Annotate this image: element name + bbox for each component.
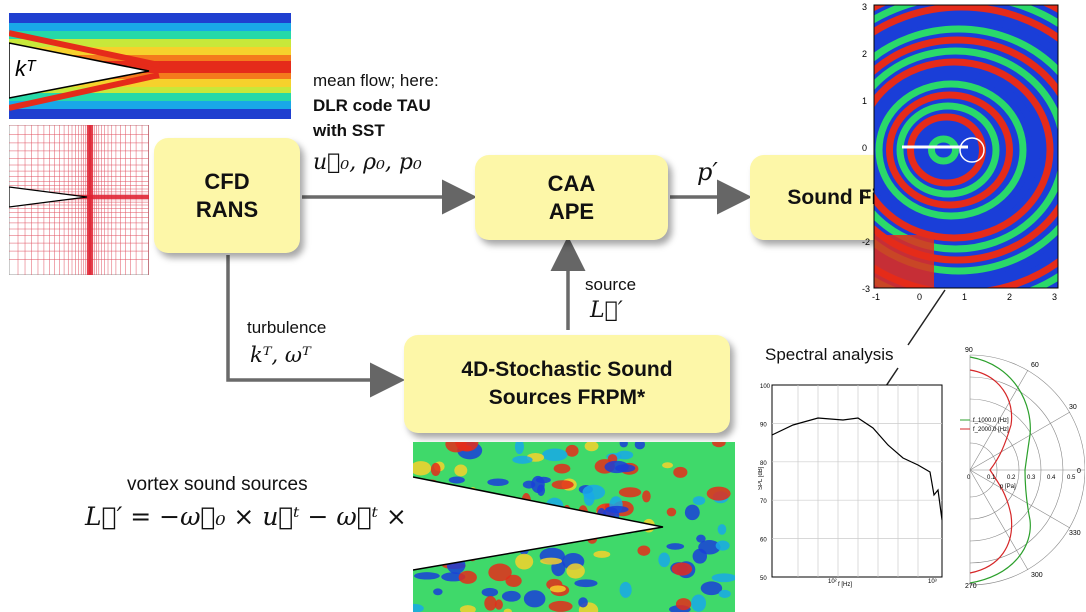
cfd-label: CFD <box>204 168 250 194</box>
polar-angle-label: 270 <box>965 583 977 590</box>
p-prime-label: p′ <box>697 158 718 186</box>
polar-angle-label: 90 <box>965 347 973 354</box>
field-x-tick: 3 <box>1052 292 1057 302</box>
rans-label: RANS <box>195 196 259 222</box>
spl-y-tick: 70 <box>760 499 767 505</box>
mean-flow-line1: mean flow; here: <box>313 71 439 90</box>
polar-angle-label: 300 <box>1031 572 1043 579</box>
caa-ape-box: CAA APE <box>475 155 668 240</box>
polar-angle-label: 60 <box>1031 362 1039 369</box>
flow-contour-image: kᵀ <box>9 13 291 119</box>
mean-flow-line2: DLR code TAU <box>313 96 431 115</box>
ape-label: APE <box>548 198 595 224</box>
spl-y-tick: 90 <box>760 422 767 428</box>
polar-r-tick: 0.1 <box>987 475 996 481</box>
field-x-tick: 1 <box>962 292 967 302</box>
turbulence-label: turbulence <box>247 318 327 337</box>
field-x-tick: -1 <box>872 292 880 302</box>
polar-r-tick: 0.2 <box>1007 475 1016 481</box>
field-x-tick: 2 <box>1007 292 1012 302</box>
turbulence-vars: kᵀ, ωᵀ <box>250 343 311 367</box>
legend-f1000: f_1000.0 [Hz] <box>973 418 1009 424</box>
spl-spectrum-plot: 100 90 80 70 60 50 10² 10³ SPL [dB] f [Hz] <box>758 384 943 588</box>
source-label: source <box>585 275 637 294</box>
sources-label-line2: Sources FRPM* <box>488 386 646 409</box>
caa-label: CAA <box>547 170 596 196</box>
mean-flow-text: mean flow; here: DLR code TAU with SST <box>313 68 439 143</box>
connector-field-to-spectral <box>907 289 946 346</box>
field-y-tick: 0 <box>862 143 867 153</box>
sound-field-plot: -1 0 1 2 3 3 2 1 0 -1 -2 -3 <box>862 2 1059 302</box>
mesh-image <box>9 125 149 275</box>
vortex-sound-label: vortex sound sources <box>127 474 308 495</box>
source-var: L⃗′ <box>590 298 623 323</box>
spl-y-tick: 80 <box>760 461 767 467</box>
polar-angle-label: 0 <box>1077 468 1081 475</box>
spl-x-label: f [Hz] <box>838 582 852 588</box>
spl-x-tick: 10² <box>828 579 837 585</box>
vortex-field-image <box>413 442 735 612</box>
mean-flow-vars: u⃗₀, ρ₀, p₀ <box>313 150 422 175</box>
spl-curve <box>771 417 943 521</box>
polar-angle-label: 330 <box>1069 530 1081 537</box>
field-y-tick: -3 <box>862 284 870 294</box>
spectral-analysis-label: Spectral analysis <box>765 345 894 364</box>
cfd-rans-box: CFD RANS <box>154 138 300 253</box>
field-y-tick: -1 <box>862 190 870 200</box>
polar-r-tick: 0.3 <box>1027 475 1036 481</box>
polar-axis-label: p [Pa] <box>1000 484 1016 490</box>
kt-label: kᵀ <box>15 56 37 81</box>
spl-x-tick: 10³ <box>928 579 937 585</box>
field-y-tick: 3 <box>862 2 867 12</box>
vortex-equation: L⃗′ = −ω⃗₀ × u⃗ᵗ − ω⃗ᵗ × u⃗₀ <box>85 502 456 531</box>
field-y-tick: -2 <box>862 237 870 247</box>
polar-r-tick: 0.4 <box>1047 475 1056 481</box>
polar-r-tick: 0 <box>967 475 971 481</box>
spl-y-tick: 50 <box>760 576 767 582</box>
sources-label-line1: 4D-Stochastic Sound <box>461 358 673 381</box>
arrow-cfd-to-sources <box>226 255 405 398</box>
spl-y-tick: 60 <box>760 538 767 544</box>
spl-y-tick: 100 <box>760 384 771 390</box>
field-y-tick: 2 <box>862 49 867 59</box>
mean-flow-line3: with SST <box>313 121 385 140</box>
field-x-tick: 0 <box>917 292 922 302</box>
polar-angle-label: 30 <box>1069 404 1077 411</box>
field-y-tick: 1 <box>862 96 867 106</box>
stochastic-sources-box: 4D-Stochastic Sound Sources FRPM* <box>404 335 730 433</box>
spl-y-label: SPL [dB] <box>758 466 764 490</box>
polar-r-tick: 0.5 <box>1067 475 1076 481</box>
legend-f2000: f_2000.0 [Hz] <box>973 427 1009 433</box>
